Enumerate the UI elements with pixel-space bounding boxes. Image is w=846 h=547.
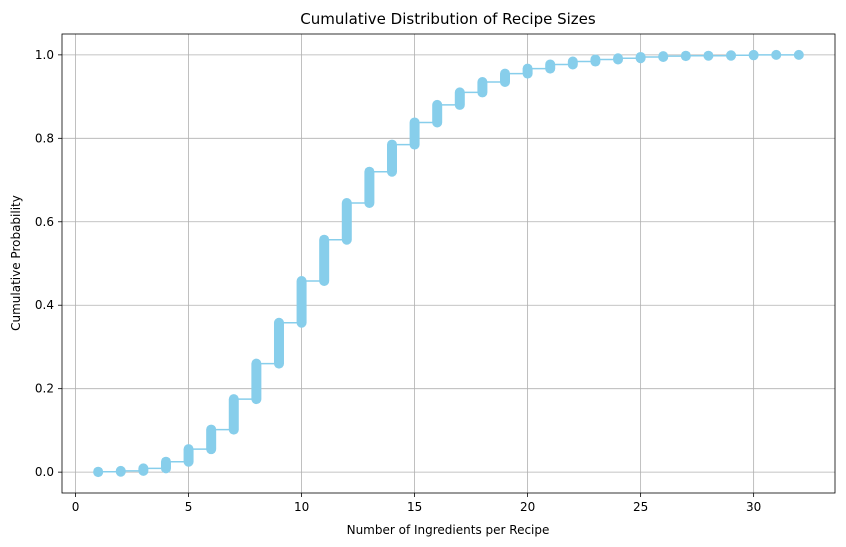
y-tick-label: 0.0	[35, 465, 54, 479]
x-tick-label: 25	[633, 500, 648, 514]
axes-frame	[61, 33, 836, 494]
x-tick-label: 10	[294, 500, 309, 514]
x-tick-label: 0	[72, 500, 80, 514]
plot-area	[93, 49, 804, 478]
y-tick-label: 0.8	[35, 131, 54, 145]
x-tick-label: 30	[746, 500, 761, 514]
y-tick-label: 0.2	[35, 382, 54, 396]
y-axis-label: Cumulative Probability	[9, 195, 23, 331]
chart-title: Cumulative Distribution of Recipe Sizes	[300, 10, 596, 28]
y-tick-label: 0.4	[35, 298, 54, 312]
grid-lines	[62, 34, 835, 493]
x-tick-label: 5	[185, 500, 193, 514]
y-tick-label: 0.6	[35, 215, 54, 229]
x-axis-ticks: 0 5 10 15 20 25 30	[72, 493, 761, 514]
y-axis-ticks: 0.0 0.2 0.4 0.6 0.8 1.0	[35, 48, 62, 479]
x-axis-label: Number of Ingredients per Recipe	[347, 523, 550, 537]
y-tick-label: 1.0	[35, 48, 54, 62]
x-tick-label: 20	[520, 500, 535, 514]
x-tick-label: 15	[407, 500, 422, 514]
